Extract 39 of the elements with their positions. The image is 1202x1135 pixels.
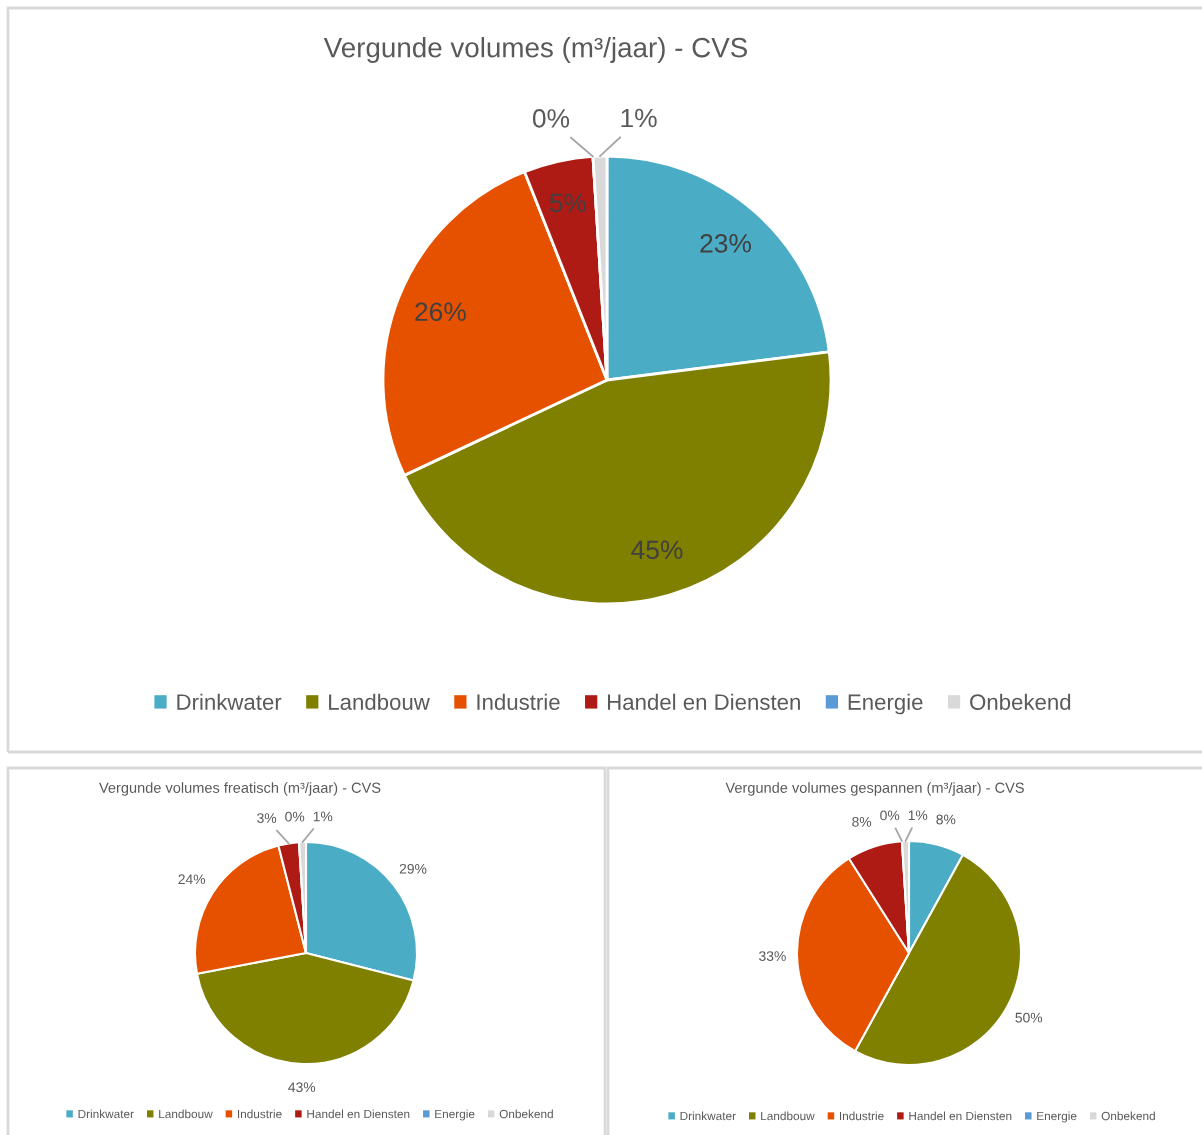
data-label: 1%	[621, 108, 657, 128]
legend-label: Industrie	[477, 693, 560, 710]
data-label: 29%	[399, 863, 427, 874]
legend-label: Landbouw	[761, 1111, 815, 1121]
legend-label: Landbouw	[159, 1109, 213, 1119]
legend-label: Handel en Diensten	[307, 1109, 410, 1119]
data-label: 1%	[313, 811, 333, 822]
legend-label: Drinkwater	[177, 693, 282, 710]
data-label: 43%	[288, 1082, 316, 1093]
legend-label: Landbouw	[329, 693, 430, 710]
text: 0%	[532, 109, 570, 128]
legend-label: Onbekend	[499, 1109, 553, 1119]
chart-title: Vergunde volumes gespannen (m³/jaar) - CVS	[725, 782, 1024, 796]
legend-label: Energie	[435, 1109, 475, 1121]
legend-label: Handel en Diensten	[909, 1111, 1012, 1121]
data-label: 23%	[700, 233, 751, 253]
data-label: 24%	[178, 874, 206, 885]
legend-label: Onbekend	[1101, 1111, 1155, 1121]
data-label: 26%	[415, 302, 466, 322]
data-label: 50%	[1015, 1012, 1043, 1023]
text: 0%	[880, 810, 900, 821]
legend-label: Drinkwater	[78, 1109, 134, 1119]
text: 0%	[285, 811, 305, 822]
legend-label: Energie	[1037, 1111, 1077, 1123]
data-label: 45%	[631, 540, 683, 560]
data-label: 8%	[852, 816, 872, 827]
data-label: 3%	[257, 813, 277, 823]
data-label: 8%	[936, 814, 956, 825]
legend-label: Handel en Diensten	[607, 693, 800, 710]
legend-label: Onbekend	[970, 693, 1071, 710]
data-label: 1%	[908, 810, 928, 821]
chart-title: Vergunde volumes freatisch (m³/jaar) - CVS	[99, 782, 381, 796]
data-label: 5%	[549, 193, 587, 213]
chart-title: Vergunde volumes (m³/jaar) - CVS	[323, 37, 748, 63]
legend-label: Energie	[848, 693, 923, 715]
legend-label: Industrie	[839, 1111, 884, 1121]
data-label: 33%	[759, 951, 786, 962]
legend-label: Drinkwater	[680, 1111, 736, 1121]
legend-label: Industrie	[237, 1109, 282, 1119]
